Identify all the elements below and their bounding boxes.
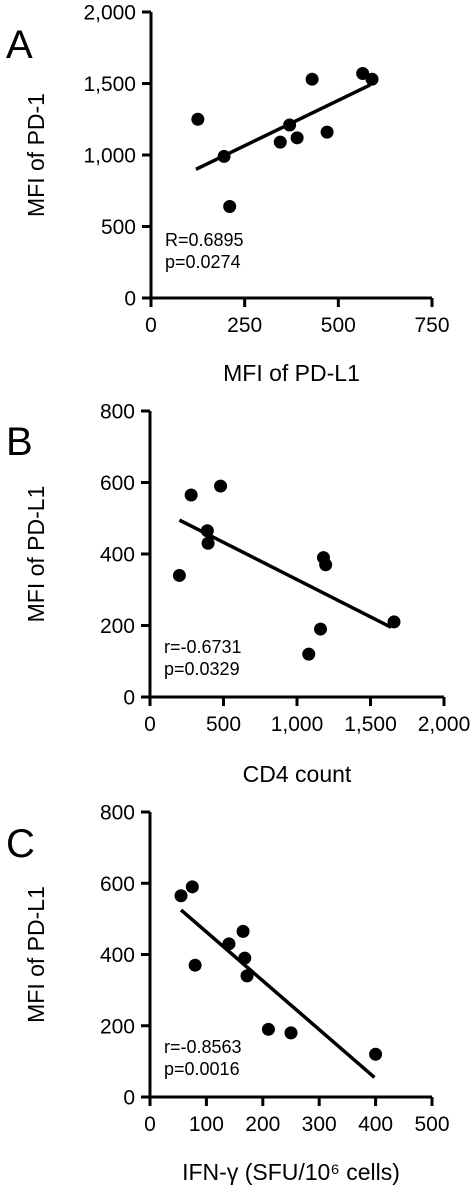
stat-annotation: p=0.0016 (164, 1059, 240, 1079)
regression-line (179, 908, 376, 1079)
data-point (369, 1047, 383, 1061)
panel-label: A (6, 23, 33, 67)
data-point (200, 524, 214, 538)
y-tick-label: 1,500 (83, 73, 136, 96)
y-axis-title: MFI of PD-L1 (23, 486, 49, 623)
data-point (387, 615, 401, 629)
data-point (356, 66, 370, 80)
stat-annotation: R=0.6895 (165, 230, 244, 250)
data-point (302, 647, 316, 661)
data-point (174, 889, 188, 903)
y-tick-label: 400 (100, 544, 135, 567)
stat-annotation: r=-0.6731 (164, 637, 242, 657)
panel-label: B (6, 420, 33, 464)
x-axis-title: CD4 count (243, 761, 352, 787)
y-tick-label: 600 (100, 472, 135, 495)
y-tick-label: 200 (100, 615, 135, 638)
data-point (284, 1026, 298, 1040)
x-tick-label: 1,000 (271, 713, 324, 736)
data-point (290, 131, 304, 145)
x-tick-label: 750 (414, 314, 449, 337)
data-point (217, 149, 231, 163)
x-tick-label: 2,000 (418, 713, 471, 736)
y-tick-label: 800 (100, 802, 135, 825)
stat-annotation: p=0.0329 (164, 659, 240, 679)
stat-annotation: r=-0.8563 (164, 1037, 242, 1057)
x-tick-label: 0 (144, 713, 156, 736)
regression-line (178, 518, 392, 629)
x-tick-label: 500 (414, 1113, 449, 1136)
data-point (185, 880, 199, 894)
y-tick-label: 2,000 (83, 2, 136, 25)
x-axis-title: IFN-γ (SFU/10⁶ cells) (182, 1159, 400, 1185)
x-tick-label: 1,500 (344, 713, 397, 736)
x-tick-label: 0 (145, 314, 157, 337)
y-axis-title: MFI of PD-1 (23, 93, 49, 217)
stat-annotation: p=0.0274 (165, 252, 241, 272)
x-tick-label: 200 (245, 1113, 280, 1136)
data-point (188, 958, 202, 972)
data-point (236, 924, 250, 938)
x-tick-label: 250 (227, 314, 262, 337)
y-tick-label: 1,000 (83, 145, 136, 168)
x-tick-label: 100 (189, 1113, 224, 1136)
x-axis-title: MFI of PD-L1 (223, 360, 360, 386)
y-tick-label: 200 (100, 1015, 135, 1038)
data-point (273, 135, 287, 149)
y-tick-label: 0 (123, 687, 135, 710)
data-point (184, 488, 198, 502)
y-tick-label: 400 (100, 944, 135, 967)
x-tick-label: 300 (302, 1113, 337, 1136)
data-point (319, 558, 333, 572)
data-point (283, 118, 297, 132)
x-tick-label: 0 (144, 1113, 156, 1136)
data-point (172, 568, 186, 582)
y-tick-label: 0 (123, 1087, 135, 1110)
y-tick-label: 0 (124, 288, 136, 311)
y-tick-label: 800 (100, 401, 135, 424)
data-point (201, 536, 215, 550)
x-tick-label: 500 (206, 713, 241, 736)
data-point (240, 969, 254, 983)
data-point (223, 199, 237, 213)
data-point (365, 72, 379, 86)
data-point (305, 72, 319, 86)
data-point (191, 112, 205, 126)
data-point (238, 951, 252, 965)
data-point (314, 622, 328, 636)
data-point (214, 479, 228, 493)
y-tick-label: 600 (100, 873, 135, 896)
data-point (320, 125, 334, 139)
x-tick-label: 500 (321, 314, 356, 337)
y-axis-title: MFI of PD-L1 (23, 886, 49, 1023)
y-tick-label: 500 (101, 216, 136, 239)
data-point (222, 937, 236, 951)
panel-label: C (6, 822, 35, 866)
data-point (261, 1022, 275, 1036)
x-tick-label: 400 (358, 1113, 393, 1136)
